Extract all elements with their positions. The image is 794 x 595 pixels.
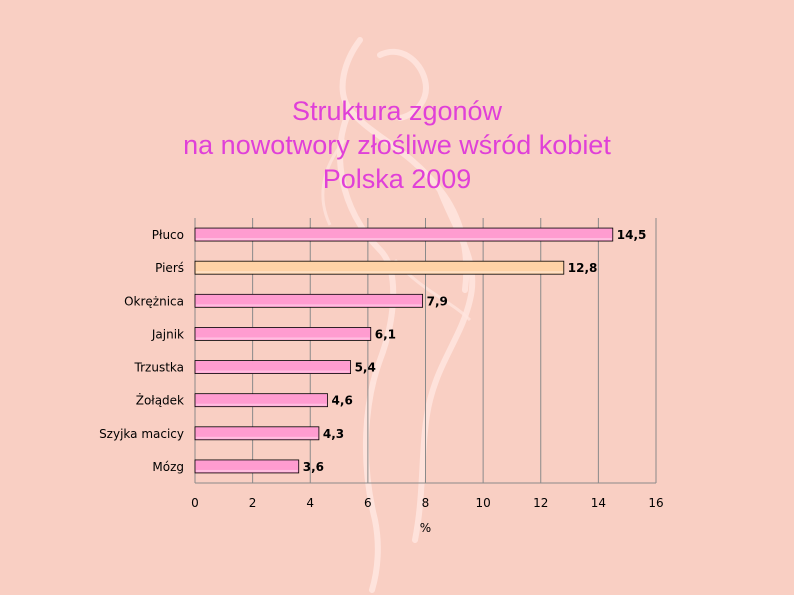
bar — [194, 393, 328, 408]
bar — [194, 227, 614, 242]
category-label: Trzustka — [134, 361, 184, 375]
data-label: 12,8 — [568, 261, 598, 275]
category-label: Pierś — [155, 261, 184, 275]
x-tick-label: 8 — [422, 496, 430, 510]
x-tick-label: 4 — [306, 496, 314, 510]
data-label: 7,9 — [427, 294, 448, 308]
bars — [194, 227, 614, 474]
title-line-3: Polska 2009 — [322, 164, 472, 194]
bar-highlight — [196, 469, 298, 472]
data-label: 4,6 — [332, 394, 353, 408]
bar — [194, 327, 372, 341]
category-label: Mózg — [152, 460, 184, 474]
category-label: Żołądek — [136, 393, 184, 408]
category-label: Płuco — [152, 228, 184, 242]
bar — [194, 459, 300, 474]
x-tick-label: 0 — [191, 496, 199, 510]
x-tick-label: 16 — [648, 496, 663, 510]
bar-highlight — [196, 238, 612, 241]
data-label: 14,5 — [617, 228, 647, 242]
title-line-1: Struktura zgonów — [291, 96, 503, 126]
category-labels: Płuco Pierś Okrężnica Jajnik Trzustka Żołądek… — [99, 228, 184, 474]
bar-highlight — [196, 337, 370, 340]
category-label: Okrężnica — [124, 294, 184, 308]
x-tick-label: 12 — [533, 496, 548, 510]
bar-highlight — [196, 403, 327, 406]
data-label: 6,1 — [375, 327, 396, 341]
gridlines — [194, 218, 657, 484]
x-tick-labels: 0 2 4 6 8 10 12 14 16 — [191, 496, 663, 510]
x-tick-label: 6 — [364, 496, 372, 510]
bar — [194, 360, 351, 374]
data-label: 5,4 — [355, 361, 376, 375]
x-axis-label: % — [420, 521, 431, 535]
x-tick-label: 2 — [249, 496, 257, 510]
bar — [194, 260, 565, 275]
title-line-2: na nowotwory złośliwe wśród kobiet — [183, 130, 611, 160]
data-label: 4,3 — [323, 427, 344, 441]
data-labels: 14,5 12,8 7,9 6,1 5,4 4,6 4,3 3,6 — [303, 228, 647, 474]
x-tick-label: 14 — [591, 496, 606, 510]
bar — [194, 426, 320, 441]
data-label: 3,6 — [303, 460, 324, 474]
bar — [194, 293, 424, 308]
bar-highlight — [196, 370, 350, 373]
bar-highlight — [196, 304, 422, 307]
category-label: Jajnik — [151, 327, 184, 341]
bar-highlight — [196, 271, 563, 274]
bar-highlight — [196, 436, 318, 439]
x-tick-label: 10 — [475, 496, 490, 510]
category-label: Szyjka macicy — [99, 427, 184, 441]
chart-title: Struktura zgonów na nowotwory złośliwe w… — [0, 94, 794, 196]
